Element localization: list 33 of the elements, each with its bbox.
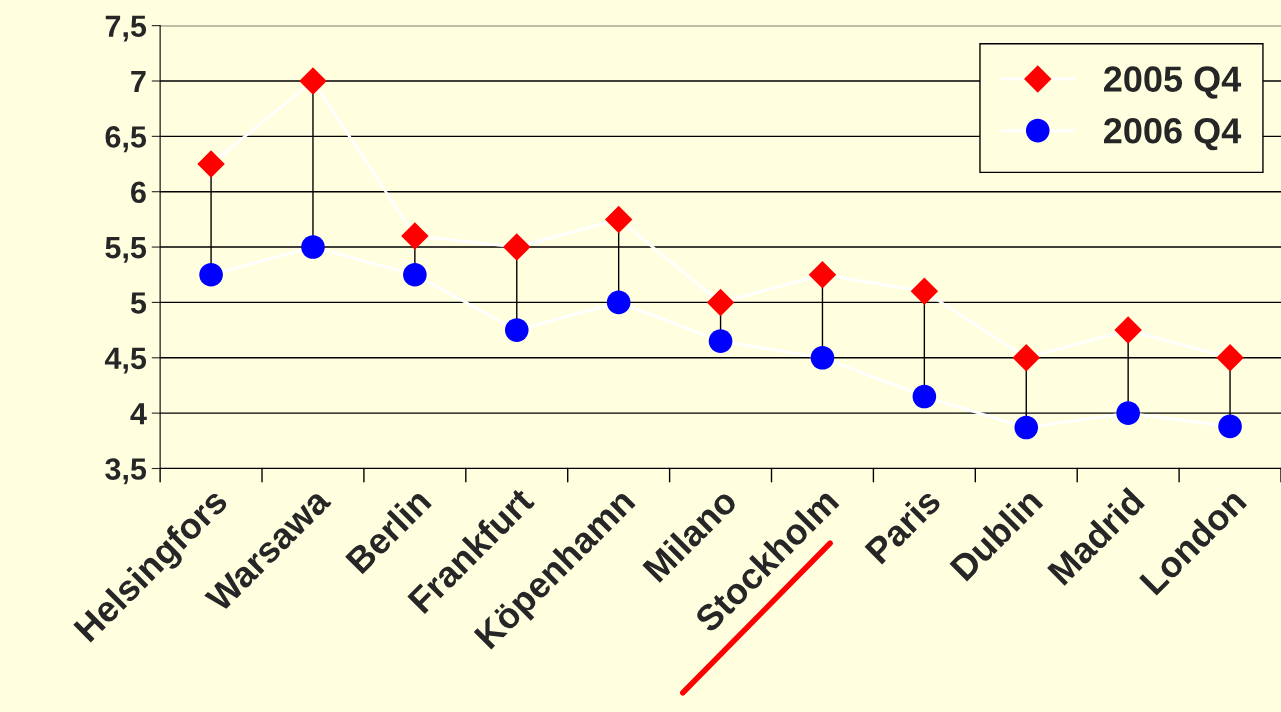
y-tick-label: 4,5	[104, 347, 147, 374]
y-tick-label: 7	[131, 71, 146, 93]
point	[706, 288, 735, 317]
point	[401, 222, 429, 250]
point	[910, 277, 939, 306]
y-tick-label: 7,5	[105, 15, 147, 42]
legend-label: 2006 Q4	[1104, 118, 1242, 151]
point	[503, 233, 531, 261]
point	[808, 260, 837, 289]
point	[604, 205, 633, 234]
y-tick-label: 3,5	[105, 458, 147, 485]
point	[606, 290, 631, 315]
point	[301, 235, 325, 259]
point	[197, 150, 225, 178]
point	[403, 262, 427, 287]
point	[299, 67, 327, 95]
legend-label: 2005 Q4	[1104, 66, 1242, 99]
point	[199, 262, 223, 287]
point	[1116, 401, 1140, 425]
y-tick-label: 6,5	[105, 126, 147, 153]
point	[912, 384, 937, 409]
point	[1012, 344, 1040, 372]
y-tick-label: 5	[130, 292, 147, 314]
point	[1114, 316, 1142, 344]
point	[1216, 344, 1244, 372]
y-tick-label: 6	[131, 181, 146, 204]
point	[810, 345, 835, 370]
point	[708, 329, 733, 353]
point	[504, 318, 529, 342]
point	[1218, 414, 1242, 439]
y-tick-label: 5,5	[105, 237, 147, 263]
y-tick-label: 4	[130, 403, 147, 425]
point	[1014, 415, 1039, 440]
